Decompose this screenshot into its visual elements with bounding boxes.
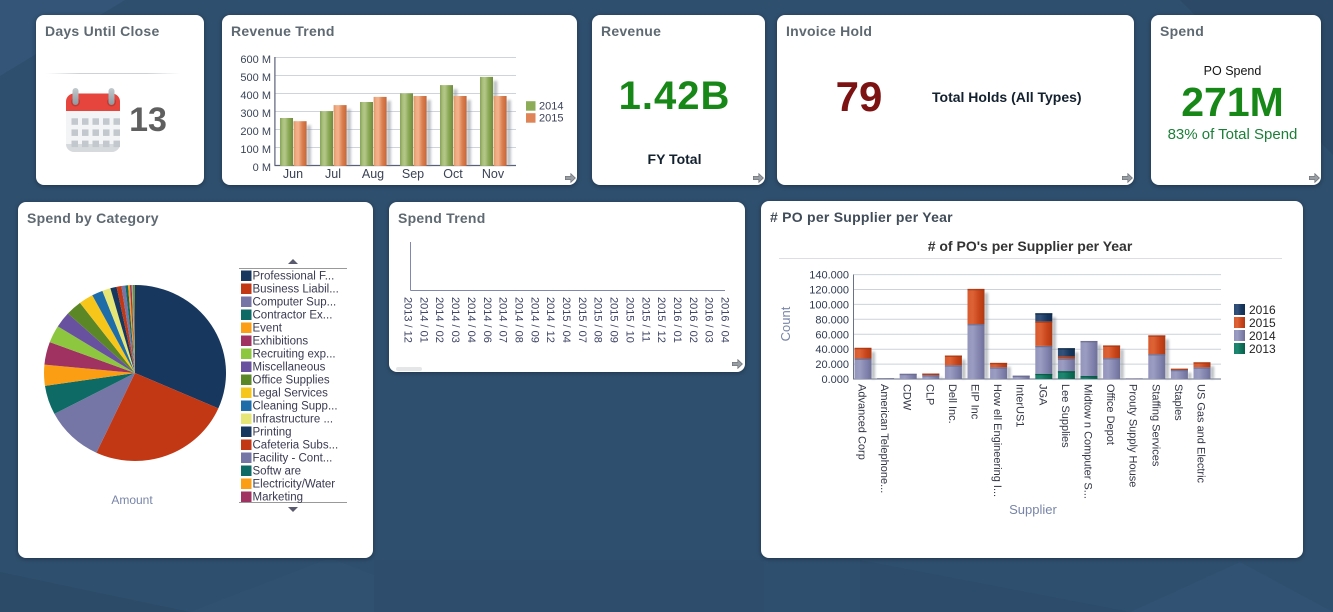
svg-text:2016 / 04: 2016 / 04 bbox=[719, 297, 731, 343]
svg-text:CDW: CDW bbox=[901, 384, 913, 411]
svg-text:140.000: 140.000 bbox=[809, 270, 849, 282]
svg-text:Staples: Staples bbox=[1172, 384, 1184, 421]
svg-text:300 M: 300 M bbox=[240, 108, 271, 120]
svg-text:CLP: CLP bbox=[923, 384, 935, 405]
svg-text:2015 / 11: 2015 / 11 bbox=[639, 297, 651, 342]
svg-text:200 M: 200 M bbox=[240, 126, 271, 138]
svg-text:400 M: 400 M bbox=[240, 90, 271, 102]
svg-text:Supplier: Supplier bbox=[1009, 502, 1057, 517]
svg-text:InterUS1: InterUS1 bbox=[1014, 384, 1026, 427]
svg-text:# of PO's per Supplier per Yea: # of PO's per Supplier per Year bbox=[928, 238, 1133, 254]
svg-text:2016 / 02: 2016 / 02 bbox=[687, 297, 699, 343]
svg-text:2014: 2014 bbox=[539, 101, 563, 113]
svg-text:2014 / 07: 2014 / 07 bbox=[497, 297, 509, 343]
svg-text:JGA: JGA bbox=[1036, 384, 1048, 406]
svg-text:500 M: 500 M bbox=[240, 72, 271, 84]
svg-text:Contractor Ex...: Contractor Ex... bbox=[253, 310, 333, 322]
svg-text:Oct: Oct bbox=[443, 167, 463, 181]
svg-text:2015 / 04: 2015 / 04 bbox=[560, 297, 572, 343]
svg-text:2014 / 01: 2014 / 01 bbox=[417, 297, 429, 343]
svg-text:Staffing Services: Staffing Services bbox=[1149, 384, 1161, 467]
svg-text:2014 / 06: 2014 / 06 bbox=[481, 297, 493, 343]
svg-text:2014 / 02: 2014 / 02 bbox=[433, 297, 445, 343]
svg-text:Infrastructure ...: Infrastructure ... bbox=[253, 414, 334, 426]
svg-text:Business Liabil...: Business Liabil... bbox=[253, 284, 339, 296]
svg-text:Electricity/Water: Electricity/Water bbox=[253, 479, 336, 491]
svg-text:Midtow n Computer S...: Midtow n Computer S... bbox=[1082, 384, 1094, 499]
svg-text:Printing: Printing bbox=[253, 427, 292, 439]
svg-text:Dell Inc.: Dell Inc. bbox=[946, 384, 958, 424]
svg-text:60.000: 60.000 bbox=[815, 329, 849, 341]
svg-text:Marketing: Marketing bbox=[253, 492, 304, 504]
svg-text:2013 / 12: 2013 / 12 bbox=[402, 297, 414, 343]
svg-text:US Gas and Electric: US Gas and Electric bbox=[1195, 384, 1207, 484]
svg-text:Nov: Nov bbox=[482, 167, 505, 181]
svg-text:20.000: 20.000 bbox=[815, 359, 849, 371]
svg-text:2016 / 03: 2016 / 03 bbox=[703, 297, 715, 343]
svg-text:Count: Count bbox=[778, 306, 793, 341]
svg-text:40.000: 40.000 bbox=[815, 344, 849, 356]
svg-text:Exhibitions: Exhibitions bbox=[253, 336, 309, 348]
svg-text:2015 / 10: 2015 / 10 bbox=[623, 297, 635, 343]
svg-text:How ell Engineering I...: How ell Engineering I... bbox=[991, 384, 1003, 497]
svg-text:2015 / 08: 2015 / 08 bbox=[592, 297, 604, 343]
svg-text:Office Depot: Office Depot bbox=[1104, 384, 1116, 445]
svg-text:Prouty Supply House: Prouty Supply House bbox=[1127, 384, 1139, 487]
svg-text:2013: 2013 bbox=[1249, 342, 1276, 356]
svg-text:2014 / 04: 2014 / 04 bbox=[465, 297, 477, 343]
svg-text:Jul: Jul bbox=[325, 167, 341, 181]
svg-text:Softw are: Softw are bbox=[253, 466, 302, 478]
svg-text:Recruiting exp...: Recruiting exp... bbox=[253, 349, 336, 361]
svg-text:2015 / 12: 2015 / 12 bbox=[655, 297, 667, 343]
svg-text:2015 / 09: 2015 / 09 bbox=[608, 297, 620, 343]
svg-text:2014 / 08: 2014 / 08 bbox=[512, 297, 524, 343]
svg-text:Legal Services: Legal Services bbox=[253, 388, 329, 400]
svg-text:2015: 2015 bbox=[1249, 316, 1276, 330]
svg-text:Event: Event bbox=[253, 323, 283, 335]
svg-text:100 M: 100 M bbox=[240, 144, 271, 156]
svg-text:80.000: 80.000 bbox=[815, 314, 849, 326]
svg-text:Miscellaneous: Miscellaneous bbox=[253, 362, 326, 374]
svg-text:2014: 2014 bbox=[1249, 329, 1276, 343]
svg-text:120.000: 120.000 bbox=[809, 285, 849, 297]
svg-text:American Telephone...: American Telephone... bbox=[878, 384, 890, 493]
svg-text:600 M: 600 M bbox=[240, 54, 271, 66]
svg-text:Lee Supplies: Lee Supplies bbox=[1059, 384, 1071, 448]
svg-text:Aug: Aug bbox=[362, 167, 384, 181]
svg-text:2015 / 07: 2015 / 07 bbox=[576, 297, 588, 343]
svg-text:2015: 2015 bbox=[539, 113, 563, 125]
svg-text:Facility - Cont...: Facility - Cont... bbox=[253, 453, 333, 465]
svg-text:Cleaning Supp...: Cleaning Supp... bbox=[253, 401, 338, 413]
svg-text:Advanced Corp: Advanced Corp bbox=[856, 384, 868, 460]
svg-text:EIP Inc: EIP Inc bbox=[969, 384, 981, 420]
svg-text:Office Supplies: Office Supplies bbox=[253, 375, 330, 387]
svg-text:2016 / 01: 2016 / 01 bbox=[671, 297, 683, 343]
svg-text:2014 / 09: 2014 / 09 bbox=[528, 297, 540, 343]
svg-text:Computer Sup...: Computer Sup... bbox=[253, 297, 337, 309]
svg-text:Sep: Sep bbox=[402, 167, 424, 181]
svg-text:Jun: Jun bbox=[283, 167, 303, 181]
svg-text:0 M: 0 M bbox=[253, 162, 271, 174]
svg-text:2014 / 03: 2014 / 03 bbox=[449, 297, 461, 343]
svg-text:100.000: 100.000 bbox=[809, 299, 849, 311]
svg-text:2014 / 12: 2014 / 12 bbox=[544, 297, 556, 343]
svg-text:0.000: 0.000 bbox=[821, 374, 849, 386]
svg-text:Cafeteria Subs...: Cafeteria Subs... bbox=[253, 440, 339, 452]
svg-text:Professional F...: Professional F... bbox=[253, 271, 335, 283]
svg-text:2016: 2016 bbox=[1249, 303, 1276, 317]
